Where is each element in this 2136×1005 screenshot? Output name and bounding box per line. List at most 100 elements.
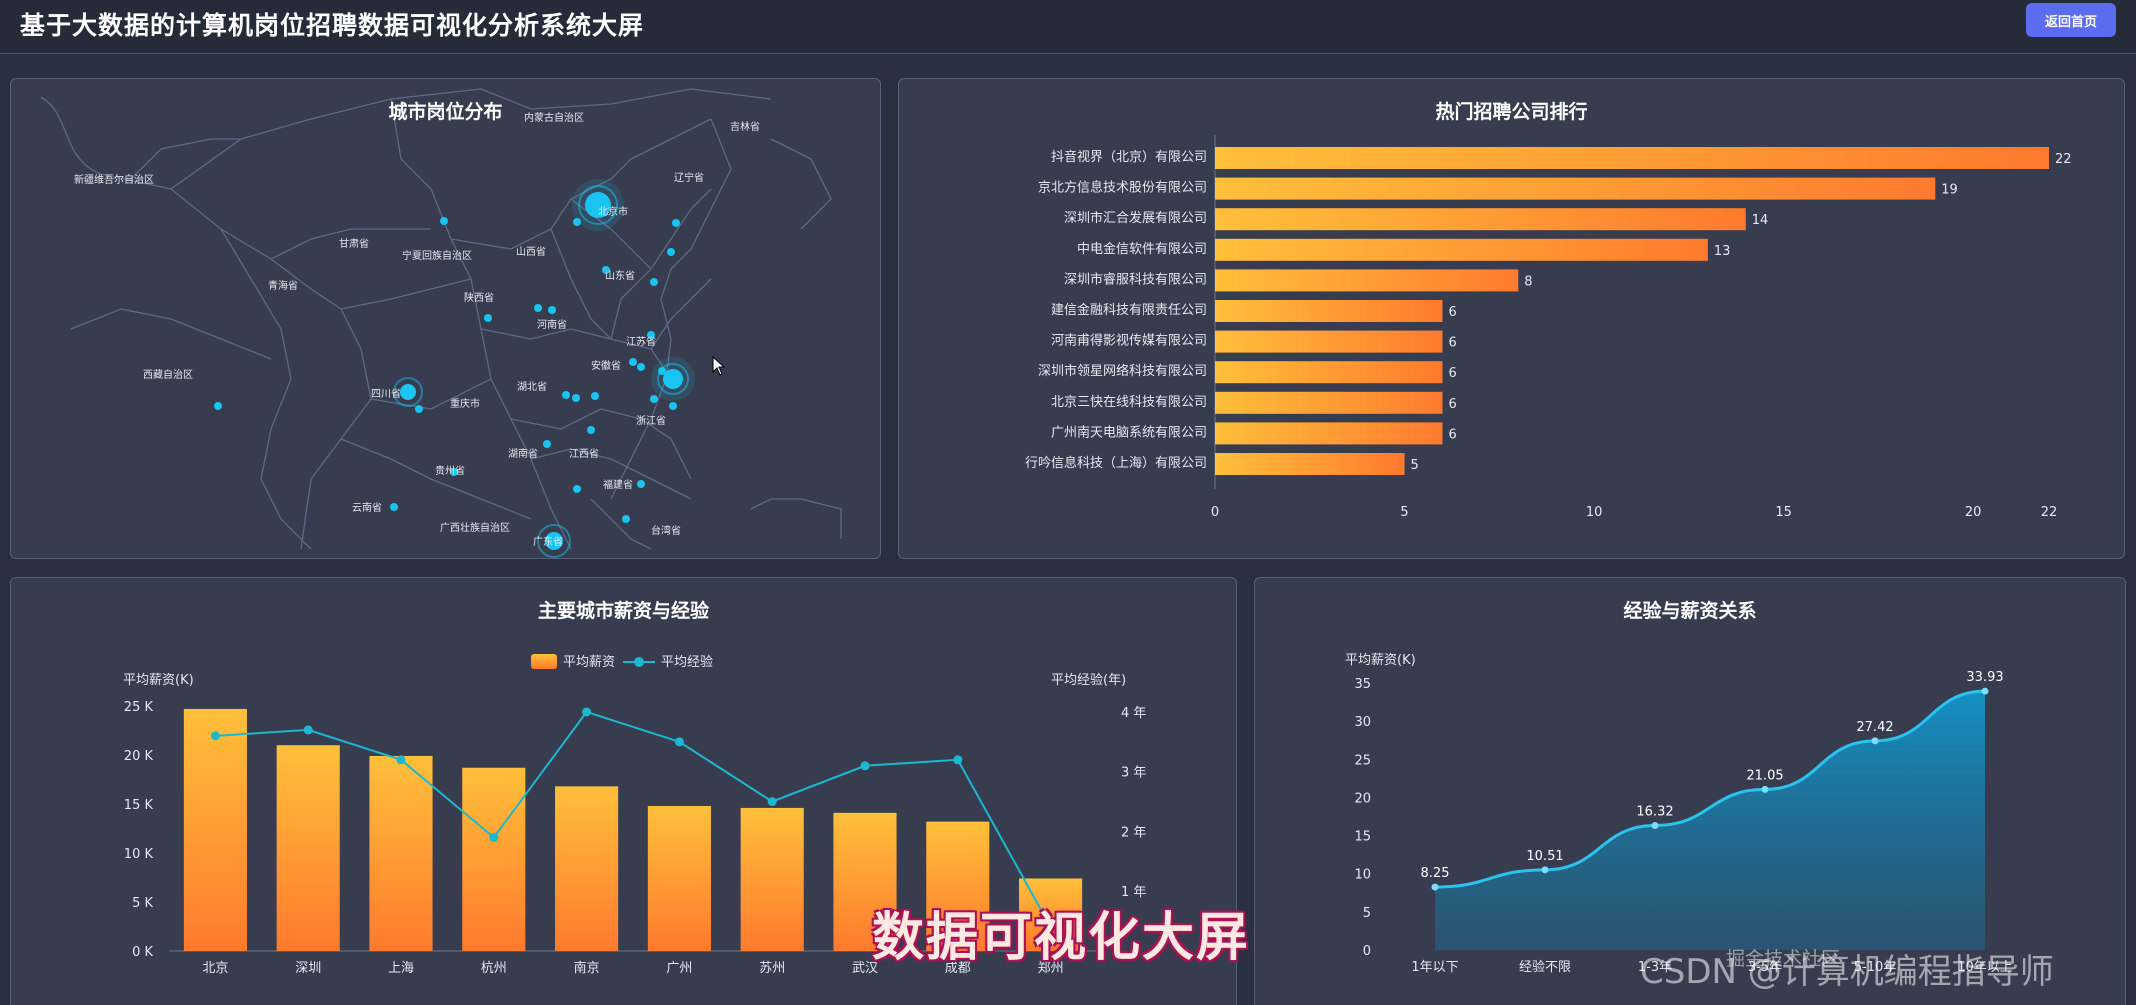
company-value-label: 5 xyxy=(1411,458,1419,473)
map-region-label: 宁夏回族自治区 xyxy=(402,249,472,262)
salary-value-label: 8.25 xyxy=(1421,866,1450,881)
y-tick-left: 20 K xyxy=(124,749,154,764)
salary-point xyxy=(1981,687,1989,695)
x-tick-label: 22 xyxy=(2041,505,2058,520)
legend-exp-label: 平均经验 xyxy=(661,654,713,670)
y-tick-left: 25 K xyxy=(124,700,154,715)
map-region-label: 河南省 xyxy=(537,318,567,331)
mouse-cursor-icon xyxy=(712,356,726,376)
map-region-label: 广西壮族自治区 xyxy=(440,521,510,534)
y-tick-label: 30 xyxy=(1354,715,1371,730)
map-region-label: 四川省 xyxy=(371,387,401,400)
map-region-label: 西藏自治区 xyxy=(143,368,193,381)
company-label: 广州南天电脑系统有限公司 xyxy=(1051,424,1207,440)
company-label: 建信金融科技有限责任公司 xyxy=(1051,302,1207,318)
salary-bar xyxy=(183,708,247,951)
company-rank-panel: 热门招聘公司排行 抖音视界（北京）有限公司 22 京北方信息技术股份有限公司 19 深圳… xyxy=(898,78,2125,559)
map-region-label: 浙江省 xyxy=(636,414,666,427)
company-bar xyxy=(1215,208,1746,231)
company-bar xyxy=(1215,422,1443,445)
city-salary-panel: 主要城市薪资与经验 平均薪资 平均经验 平均薪资(K) 平均经验(年) 0 K 5 K… xyxy=(10,577,1237,1005)
map-region-label: 山东省 xyxy=(605,269,635,282)
experience-point xyxy=(674,737,684,747)
experience-point xyxy=(396,755,406,765)
salary-bar xyxy=(740,807,804,951)
x-tick-label: 10年以上 xyxy=(1957,960,2013,975)
x-tick-label: 0 xyxy=(1211,505,1219,520)
chart-legend[interactable]: 平均薪资 平均经验 xyxy=(531,654,713,670)
company-bar xyxy=(1215,147,2049,169)
x-tick-label: 广州 xyxy=(666,961,692,976)
map-region-label: 湖北省 xyxy=(517,380,547,393)
x-tick-label: 深圳 xyxy=(295,961,321,976)
map-region-label: 台湾省 xyxy=(651,524,681,537)
company-label: 深圳市领星网络科技有限公司 xyxy=(1038,363,1207,379)
company-bar xyxy=(1215,330,1443,353)
y-tick-left: 10 K xyxy=(124,847,154,862)
salary-bar xyxy=(369,755,433,951)
x-tick-label: 杭州 xyxy=(481,961,507,976)
y-tick-right: 3 年 xyxy=(1121,766,1146,781)
y-tick-right: 1 年 xyxy=(1121,885,1146,900)
rank-panel-title: 热门招聘公司排行 xyxy=(1435,101,1588,123)
exp-salary-panel: 经验与薪资关系 平均薪资(K) 0 5 10 15 20 25 30 35 8.25 10.51 16… xyxy=(1254,577,2126,1005)
x-tick-label: 经验不限 xyxy=(1519,959,1571,975)
map-region-label: 陕西省 xyxy=(464,291,494,304)
map-region-label: 安徽省 xyxy=(591,359,621,372)
salary-bar xyxy=(555,786,619,951)
back-home-button[interactable]: 返回首页 xyxy=(2026,3,2116,37)
experience-point xyxy=(767,797,777,807)
company-label: 抖音视界（北京）有限公司 xyxy=(1051,149,1207,165)
y-axis-right-title: 平均经验(年) xyxy=(1051,672,1126,688)
company-bar xyxy=(1215,453,1405,475)
company-bar xyxy=(1215,177,1936,200)
experience-point xyxy=(303,725,313,735)
legend-salary-label: 平均薪资 xyxy=(563,655,615,670)
company-value-label: 14 xyxy=(1752,213,1769,228)
legend-exp-marker xyxy=(634,657,644,667)
map-region-label: 内蒙古自治区 xyxy=(524,111,584,124)
company-label: 中电金信软件有限公司 xyxy=(1077,241,1207,257)
map-region-label: 青海省 xyxy=(268,279,298,292)
x-tick-label: 1-3年 xyxy=(1638,960,1672,975)
experience-point xyxy=(210,731,220,741)
salary-value-label: 16.32 xyxy=(1636,805,1673,820)
experience-point xyxy=(1046,922,1056,932)
map-region-label: 吉林省 xyxy=(730,120,760,133)
y-tick-label: 20 xyxy=(1354,791,1371,806)
city-salary-chart[interactable]: 平均薪资 平均经验 平均薪资(K) 平均经验(年) 0 K 5 K 10 K 15 K 20… xyxy=(11,578,1237,1005)
x-tick-label: 南京 xyxy=(574,960,600,976)
exp-salary-chart[interactable]: 平均薪资(K) 0 5 10 15 20 25 30 35 8.25 10.51 16.32 21.05… xyxy=(1255,578,2126,1005)
x-tick-label: 5-10年 xyxy=(1854,960,1897,975)
company-rank-chart[interactable]: 抖音视界（北京）有限公司 22 京北方信息技术股份有限公司 19 深圳市汇合发展有限公司… xyxy=(899,79,2125,559)
company-value-label: 6 xyxy=(1448,427,1456,442)
salary-point xyxy=(1761,785,1769,793)
experience-point xyxy=(489,832,499,842)
company-value-label: 19 xyxy=(1941,183,1958,198)
company-value-label: 6 xyxy=(1448,397,1456,412)
company-label: 深圳市汇合发展有限公司 xyxy=(1064,210,1207,226)
company-value-label: 6 xyxy=(1448,336,1456,351)
y-tick-label: 0 xyxy=(1363,944,1371,959)
salary-bar xyxy=(926,821,990,951)
company-value-label: 13 xyxy=(1714,244,1731,259)
salary-line xyxy=(1434,689,1986,889)
x-tick-label: 20 xyxy=(1965,505,1982,520)
x-tick-label: 10 xyxy=(1586,505,1603,520)
y-tick-label: 5 xyxy=(1363,906,1371,921)
y-tick-left: 0 K xyxy=(132,945,153,960)
map-region-label: 新疆维吾尔自治区 xyxy=(74,173,154,186)
salary-bar xyxy=(833,812,897,951)
map-region-label: 山西省 xyxy=(516,245,546,258)
company-value-label: 6 xyxy=(1448,305,1456,320)
y-axis-title: 平均薪资(K) xyxy=(1345,653,1416,668)
company-label: 京北方信息技术股份有限公司 xyxy=(1038,180,1207,196)
map-points xyxy=(214,179,695,558)
salary-value-label: 33.93 xyxy=(1966,670,2003,685)
map-region-label: 贵州省 xyxy=(435,464,465,477)
company-label: 行吟信息科技（上海）有限公司 xyxy=(1025,455,1207,471)
experience-point xyxy=(953,755,963,765)
salary-value-label: 27.42 xyxy=(1856,720,1893,735)
y-tick-left: 15 K xyxy=(124,798,154,813)
